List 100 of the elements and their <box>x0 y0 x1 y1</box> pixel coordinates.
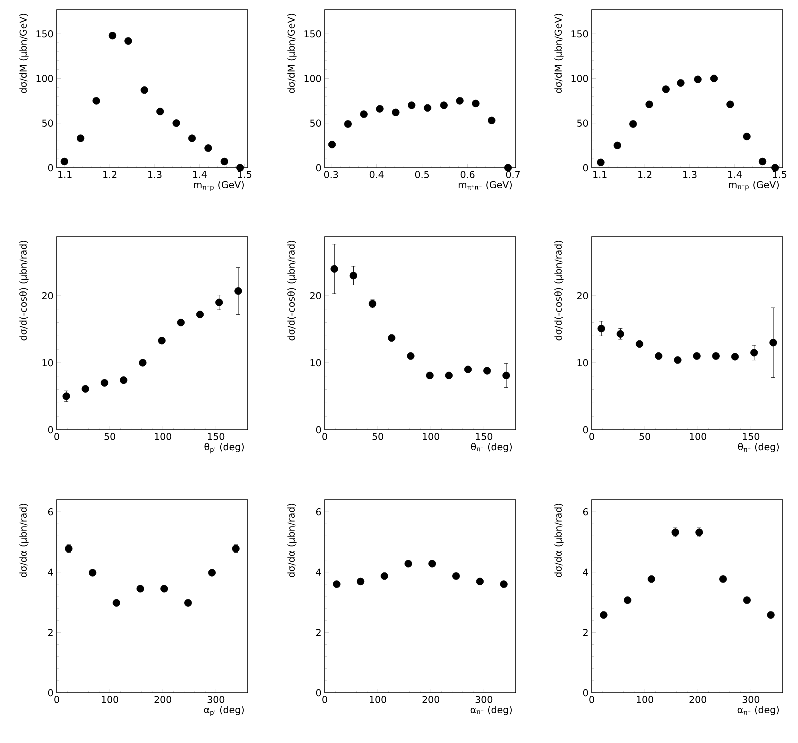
x-tick-label: 50 <box>372 433 384 440</box>
point <box>120 376 128 384</box>
x-tick-label: 1.3 <box>684 171 697 178</box>
x-tick-label: 1.5 <box>238 171 252 178</box>
point <box>694 76 702 84</box>
point <box>630 120 638 128</box>
y-tick-label: 100 <box>36 75 54 82</box>
point <box>598 325 606 333</box>
point <box>344 120 352 128</box>
point <box>504 164 512 172</box>
point <box>750 349 758 357</box>
point <box>404 560 412 568</box>
point <box>160 585 168 593</box>
x-tick-label: 1.4 <box>728 171 742 178</box>
x-axis-title: m$_{π⁺p}$ (GeV) <box>194 181 244 192</box>
x-tick-label: 0 <box>322 696 328 704</box>
x-tick-label: 0 <box>54 433 60 440</box>
point <box>360 110 368 118</box>
point <box>60 158 68 166</box>
point <box>614 142 622 150</box>
y-tick-label: 0 <box>48 426 54 434</box>
y-axis-title: dσ/d(-cosθ) (μbn/rad) <box>288 240 297 341</box>
y-axis-title: dσ/dα (μbn/rad) <box>554 504 564 578</box>
point <box>408 102 416 110</box>
point <box>445 372 453 380</box>
point <box>476 578 484 586</box>
point <box>600 611 608 619</box>
point <box>758 158 767 166</box>
x-tick-label: 100 <box>690 433 707 440</box>
x-tick-label: 50 <box>640 433 650 440</box>
y-tick-label: 2 <box>316 629 321 636</box>
y-tick-label: 0 <box>316 164 322 172</box>
x-tick-label: 100 <box>637 696 654 704</box>
x-tick-label: 100 <box>102 696 118 704</box>
point <box>464 366 472 374</box>
point <box>767 611 775 619</box>
y-tick-label: 50 <box>42 120 54 127</box>
point <box>89 569 97 577</box>
point <box>712 352 720 360</box>
point <box>112 599 120 607</box>
x-tick-label: 200 <box>422 696 440 704</box>
point <box>177 318 185 327</box>
point <box>693 352 701 360</box>
point <box>172 120 180 128</box>
x-tick-label: 0 <box>54 696 60 704</box>
point <box>184 599 192 607</box>
point <box>636 340 644 348</box>
y-tick-label: 4 <box>316 568 322 576</box>
point <box>333 580 341 588</box>
y-tick-label: 6 <box>583 508 588 516</box>
x-tick-label: 100 <box>370 696 386 704</box>
point <box>674 356 682 364</box>
y-tick-label: 50 <box>310 120 322 127</box>
point <box>502 372 510 380</box>
x-tick-label: 1.4 <box>193 171 207 178</box>
point <box>188 134 196 142</box>
point <box>82 385 90 393</box>
point <box>139 359 147 367</box>
point <box>484 367 492 375</box>
point <box>350 272 358 280</box>
point <box>456 97 464 105</box>
point <box>452 572 460 580</box>
y-axis-title: dσ/dM (μbn/GeV) <box>554 14 564 94</box>
x-tick-label: 0 <box>590 433 594 440</box>
point <box>380 572 388 580</box>
point <box>357 578 365 586</box>
x-axis-title: θ$_{π⁻}$ (deg) <box>471 443 512 452</box>
y-tick-label: 4 <box>583 568 588 576</box>
point <box>328 140 336 149</box>
y-axis-title: dσ/d(-cosθ) (μbn/rad) <box>20 240 29 341</box>
point <box>426 372 434 380</box>
x-tick-label: 1.3 <box>148 171 162 178</box>
y-tick-label: 100 <box>572 75 588 82</box>
x-tick-label: 100 <box>423 433 440 440</box>
y-tick-label: 0 <box>583 689 588 697</box>
y-tick-label: 20 <box>42 292 54 300</box>
point <box>204 144 212 152</box>
y-tick-label: 0 <box>48 164 54 172</box>
x-tick-label: 200 <box>690 696 707 704</box>
y-tick-label: 20 <box>577 292 588 300</box>
point <box>124 37 132 46</box>
point <box>770 339 778 347</box>
x-tick-label: 0.4 <box>370 171 384 178</box>
point <box>216 298 224 306</box>
x-tick-label: 0.6 <box>460 171 475 178</box>
y-tick-label: 0 <box>316 426 322 434</box>
y-axis-title: dσ/dM (μbn/GeV) <box>288 14 297 94</box>
x-tick-label: 0 <box>590 696 594 704</box>
x-tick-label: 0.5 <box>415 171 430 178</box>
y-tick-label: 2 <box>583 629 588 636</box>
point <box>407 352 415 360</box>
x-tick-label: 150 <box>476 433 493 440</box>
x-tick-label: 200 <box>154 696 172 704</box>
y-tick-label: 6 <box>316 508 322 516</box>
point <box>488 116 496 124</box>
y-axis-title: dσ/dα (μbn/rad) <box>288 504 297 578</box>
x-tick-label: 0.7 <box>506 171 520 178</box>
point <box>62 392 70 400</box>
point <box>376 105 384 113</box>
point <box>208 569 216 577</box>
